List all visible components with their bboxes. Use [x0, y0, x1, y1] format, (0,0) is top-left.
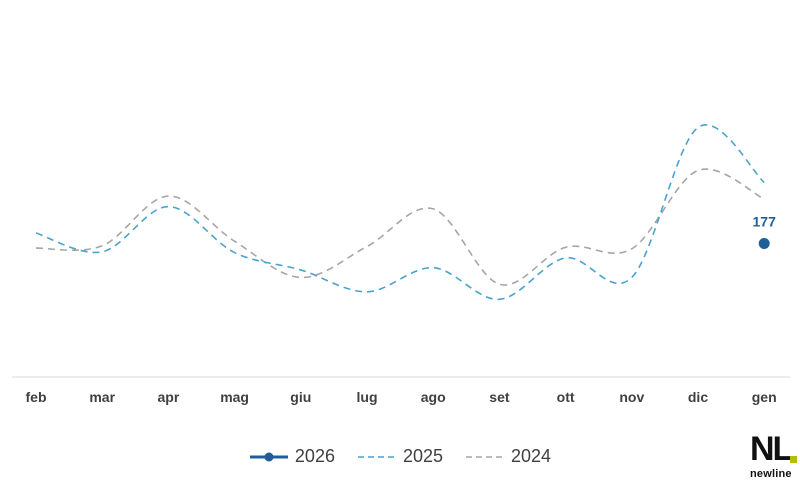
x-tick-label-feb: feb [26, 389, 47, 405]
x-tick-label-mag: mag [220, 389, 249, 405]
x-tick-label-lug: lug [357, 389, 378, 405]
series-line-2024 [35, 168, 765, 286]
data-point-2026-gen [758, 238, 770, 250]
logo-wordmark: newline [750, 468, 792, 480]
logo-letters: NL [750, 430, 793, 468]
legend-swatch-2026 [249, 450, 289, 464]
series-layer: 177 [35, 124, 777, 301]
legend-item-2025: 2025 [357, 446, 443, 467]
legend-item-2026: 2026 [249, 446, 335, 467]
x-tick-label-gen: gen [752, 389, 777, 405]
legend-swatch-2025 [357, 450, 397, 464]
data-label-2026-gen: 177 [753, 214, 777, 230]
logo-accent-square [790, 456, 797, 463]
x-tick-label-set: set [489, 389, 510, 405]
x-tick-labels: feb mar apr mag giu lug ago set ott nov dic gen [26, 389, 777, 405]
x-tick-label-nov: nov [619, 389, 644, 405]
legend-label-2024: 2024 [511, 446, 552, 466]
x-tick-label-apr: apr [158, 389, 180, 405]
legend: 2026 2025 2024 [0, 446, 800, 467]
x-tick-label-giu: giu [290, 389, 311, 405]
legend-label-2026: 2026 [294, 446, 335, 466]
legend-item-2024: 2024 [465, 446, 551, 467]
legend-swatch-2024 [465, 450, 505, 464]
x-tick-label-ott: ott [557, 389, 575, 405]
x-tick-label-dic: dic [688, 389, 708, 405]
legend-label-2025: 2025 [402, 446, 444, 466]
x-tick-label-mar: mar [89, 389, 115, 405]
x-tick-label-ago: ago [421, 389, 446, 405]
series-line-2025 [35, 124, 765, 301]
newline-logo: NL newline [750, 432, 798, 488]
